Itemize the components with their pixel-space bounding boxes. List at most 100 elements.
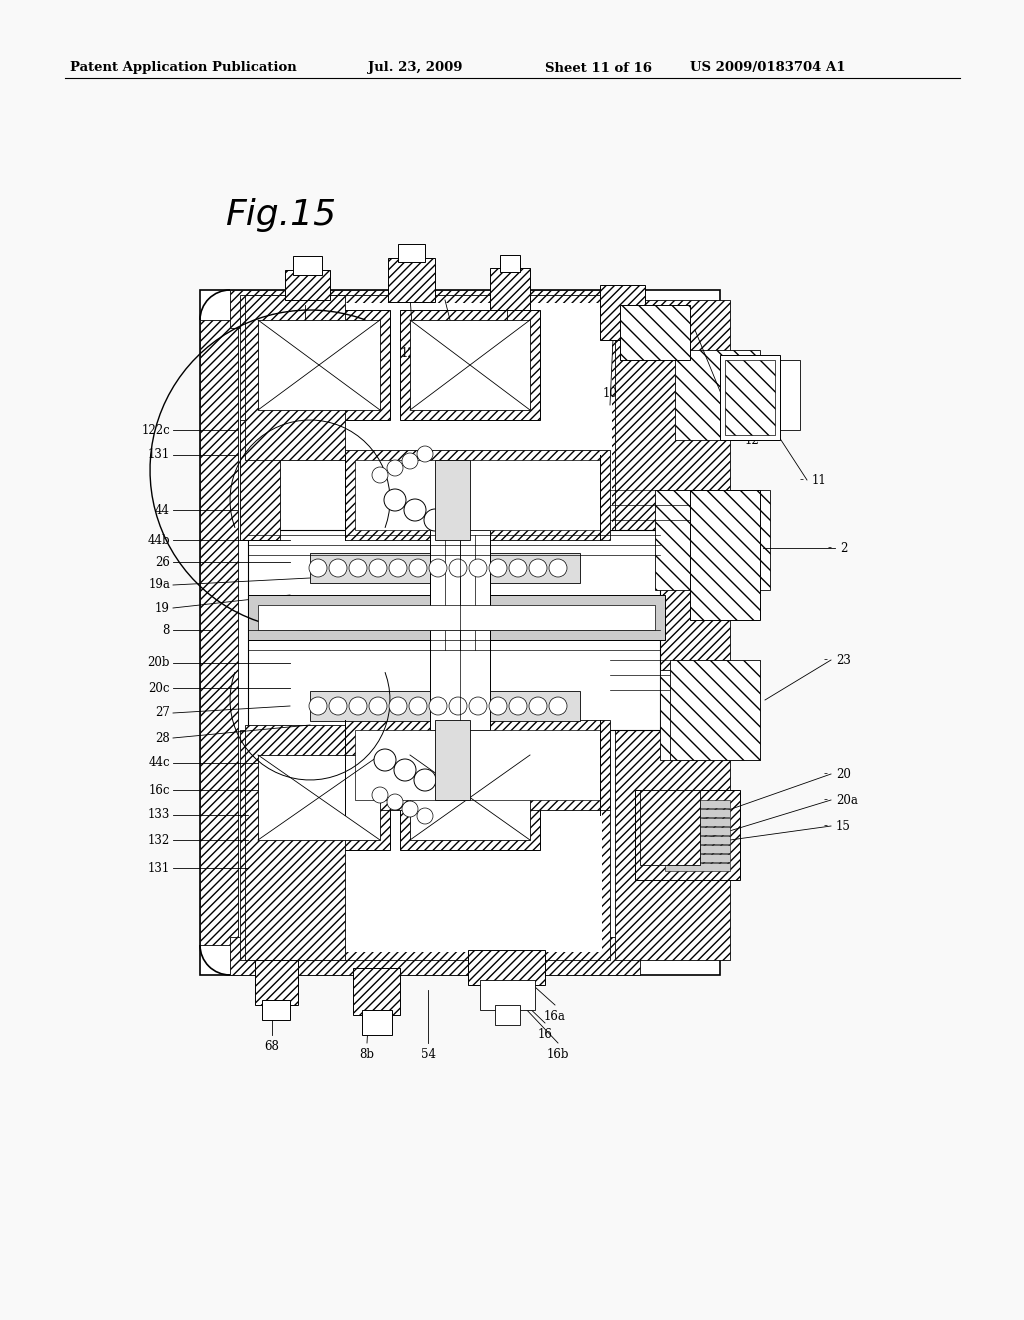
Text: -: -	[824, 820, 828, 833]
Text: 44b: 44b	[147, 533, 170, 546]
Bar	[655, 490, 770, 590]
Circle shape	[402, 453, 418, 469]
Text: -: -	[824, 767, 828, 780]
Circle shape	[429, 697, 447, 715]
Bar	[248, 531, 660, 730]
Text: 19a: 19a	[148, 578, 170, 591]
Circle shape	[549, 558, 567, 577]
Bar	[240, 294, 620, 540]
Text: 27: 27	[155, 706, 170, 719]
Bar	[355, 459, 600, 531]
Text: 8: 8	[163, 623, 170, 636]
Text: 68: 68	[264, 1040, 280, 1053]
Circle shape	[389, 558, 407, 577]
Circle shape	[509, 558, 527, 577]
Bar	[665, 845, 730, 853]
Text: 54: 54	[500, 378, 514, 389]
Bar	[670, 660, 760, 760]
Circle shape	[404, 499, 426, 521]
Circle shape	[409, 558, 427, 577]
Circle shape	[387, 795, 403, 810]
Bar	[665, 828, 730, 836]
Circle shape	[424, 510, 446, 531]
Bar	[362, 1010, 392, 1035]
Bar	[665, 809, 730, 817]
Text: 19: 19	[155, 602, 170, 615]
Circle shape	[309, 697, 327, 715]
Bar	[435, 459, 470, 540]
Text: 44c: 44c	[148, 756, 170, 770]
Bar	[310, 690, 580, 721]
Circle shape	[414, 770, 436, 791]
Bar	[600, 285, 645, 341]
Text: 122c: 122c	[141, 424, 170, 437]
Bar	[255, 960, 298, 1005]
Bar	[355, 730, 600, 800]
Circle shape	[369, 697, 387, 715]
Circle shape	[509, 697, 527, 715]
Text: 45: 45	[317, 378, 333, 389]
Circle shape	[387, 459, 403, 477]
Bar	[640, 789, 700, 865]
Bar	[258, 605, 655, 630]
Text: 28: 28	[156, 731, 170, 744]
Bar	[230, 937, 640, 975]
Bar	[245, 725, 345, 960]
Circle shape	[372, 467, 388, 483]
Circle shape	[389, 697, 407, 715]
Bar	[665, 836, 730, 843]
Bar	[620, 305, 690, 360]
Bar	[248, 595, 665, 640]
Text: 8b: 8b	[359, 1048, 375, 1061]
Text: 133: 133	[147, 808, 170, 821]
Text: 31: 31	[482, 619, 498, 631]
Circle shape	[402, 801, 418, 817]
Bar	[468, 950, 545, 985]
Text: -: -	[824, 793, 828, 807]
Bar	[615, 300, 730, 960]
Bar	[353, 968, 400, 1015]
Text: US 2009/0183704 A1: US 2009/0183704 A1	[690, 62, 846, 74]
Text: 16b: 16b	[547, 1048, 569, 1061]
Text: 42: 42	[298, 356, 312, 370]
Bar	[400, 310, 540, 420]
Bar	[690, 490, 760, 620]
Bar	[400, 744, 540, 850]
Text: 16c: 16c	[148, 784, 170, 796]
Bar	[388, 257, 435, 302]
Bar	[245, 294, 345, 459]
Text: -: -	[733, 433, 737, 446]
Bar	[730, 360, 800, 430]
Bar	[345, 450, 610, 540]
Bar	[665, 818, 730, 826]
Bar	[635, 789, 740, 880]
Bar	[665, 800, 730, 808]
Circle shape	[384, 488, 406, 511]
Bar	[660, 671, 760, 760]
Bar	[200, 290, 720, 975]
Text: 46: 46	[422, 619, 438, 631]
Circle shape	[429, 558, 447, 577]
Text: 131: 131	[147, 449, 170, 462]
Text: 2: 2	[840, 541, 848, 554]
Text: 131: 131	[147, 862, 170, 874]
Bar	[665, 854, 730, 862]
Circle shape	[309, 558, 327, 577]
Bar	[675, 350, 760, 440]
Bar	[248, 744, 390, 850]
Text: -: -	[800, 474, 804, 487]
Circle shape	[409, 697, 427, 715]
Bar	[258, 319, 380, 411]
Circle shape	[349, 558, 367, 577]
Text: 20a: 20a	[836, 793, 858, 807]
Text: Jul. 23, 2009: Jul. 23, 2009	[368, 62, 463, 74]
Text: 26: 26	[155, 556, 170, 569]
Bar	[410, 755, 530, 840]
Bar	[310, 553, 580, 583]
Circle shape	[489, 558, 507, 577]
Circle shape	[394, 759, 416, 781]
Bar	[345, 719, 610, 810]
Text: -: -	[828, 541, 831, 554]
Circle shape	[469, 558, 487, 577]
Bar	[248, 310, 390, 420]
